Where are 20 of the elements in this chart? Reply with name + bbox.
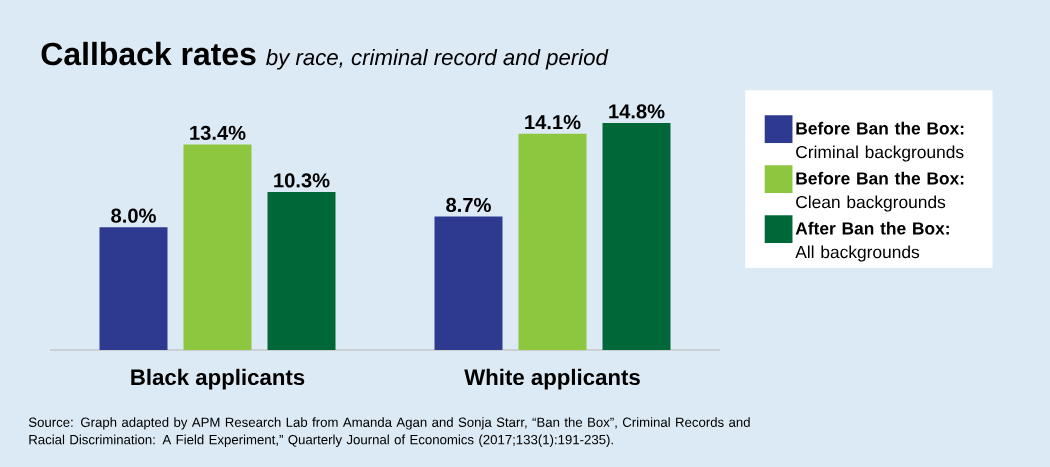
chart-subtitle: by race, criminal record and period bbox=[266, 48, 609, 70]
bar bbox=[518, 133, 587, 350]
bar bbox=[434, 216, 503, 350]
bar bbox=[602, 122, 671, 350]
source-note: Source: Graph adapted by APM Research Lab from Amanda Agan and Sonja Starr, “Ban the Box”, Criminal Records and Racial Discrimination: A Field Experiment,” Quarterly Journal of Economics (2017;133(1):191-235). bbox=[28, 417, 750, 447]
data-label: 14.1% bbox=[525, 115, 581, 130]
x-tick-label: Black applicants bbox=[131, 368, 305, 390]
data-label: 14.8% bbox=[609, 104, 665, 119]
bar bbox=[99, 227, 168, 350]
legend-label: Before Ban the Box: Criminal backgrounds bbox=[796, 121, 964, 162]
data-label: 8.0% bbox=[111, 208, 156, 223]
data-label: 8.7% bbox=[446, 197, 491, 213]
data-label: 13.4% bbox=[190, 125, 246, 141]
x-tick-label: White applicants bbox=[464, 368, 640, 390]
chart-title: Callback rates bbox=[41, 41, 256, 66]
bar bbox=[267, 192, 336, 350]
bar bbox=[183, 144, 252, 350]
data-label: 10.3% bbox=[274, 173, 330, 188]
legend-label: After Ban the Box: All backgrounds bbox=[795, 221, 949, 262]
legend-label: Before Ban the Box: Clean backgrounds bbox=[796, 171, 964, 212]
